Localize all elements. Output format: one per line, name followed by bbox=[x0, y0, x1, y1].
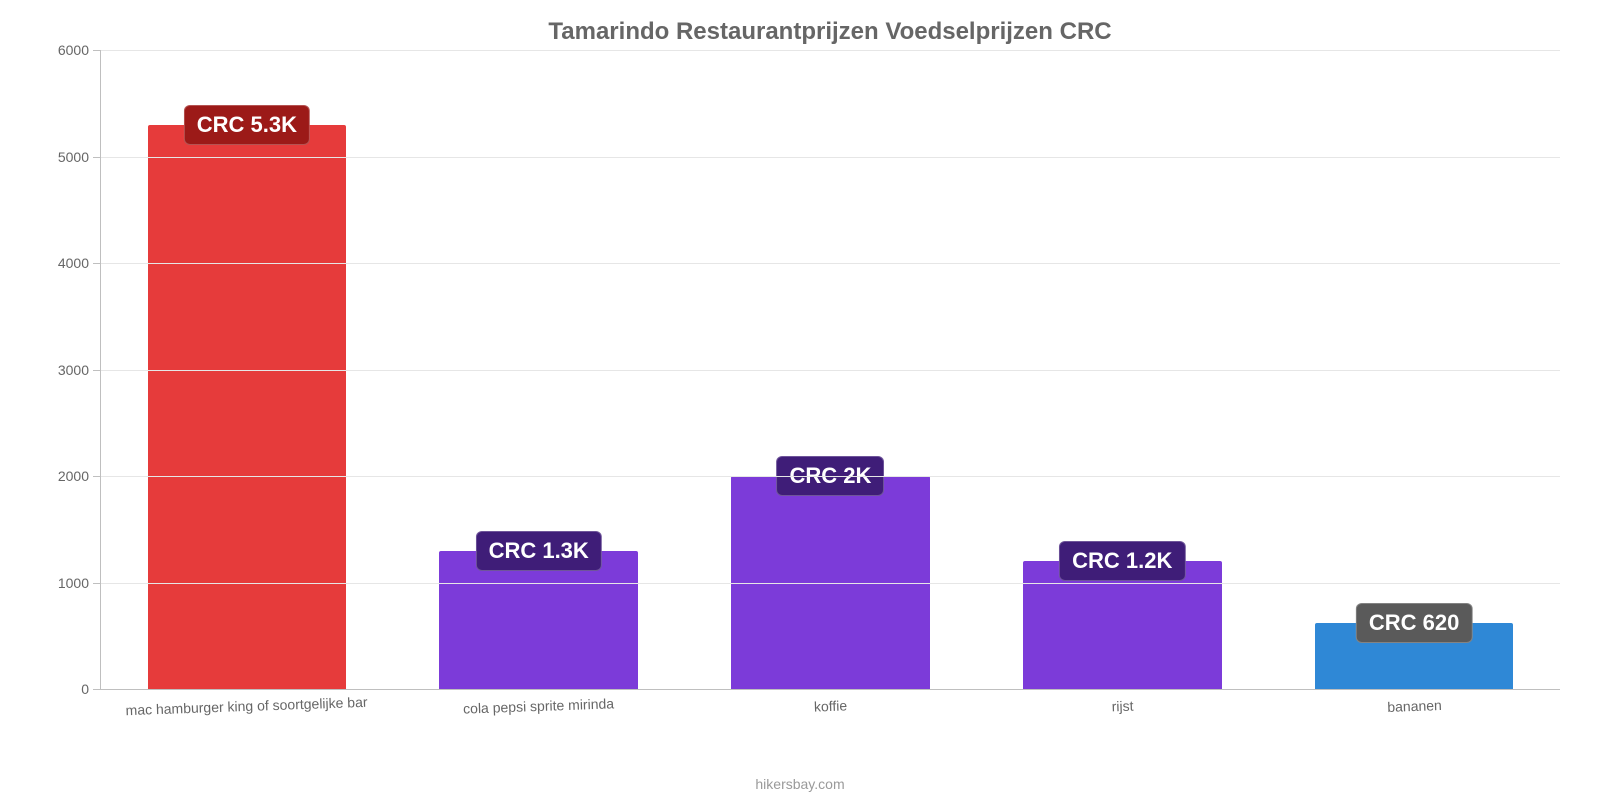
bar-mac bbox=[148, 125, 346, 689]
bar-cola bbox=[439, 551, 637, 689]
y-tick-label: 0 bbox=[81, 681, 101, 697]
attribution-text: hikersbay.com bbox=[0, 776, 1600, 792]
chart-title: Tamarindo Restaurantprijzen Voedselprijz… bbox=[100, 18, 1560, 46]
y-tick-label: 6000 bbox=[58, 42, 101, 58]
y-tick-label: 3000 bbox=[58, 362, 101, 378]
y-tick-label: 1000 bbox=[58, 575, 101, 591]
value-badge-bananen: CRC 620 bbox=[1356, 603, 1472, 643]
y-tick-label: 4000 bbox=[58, 255, 101, 271]
y-tick-label: 5000 bbox=[58, 149, 101, 165]
x-label-cola: cola pepsi sprite mirinda bbox=[392, 685, 685, 735]
value-badge-rijst: CRC 1.2K bbox=[1059, 541, 1185, 581]
gridline bbox=[101, 157, 1560, 158]
gridline bbox=[101, 370, 1560, 371]
x-label-koffie: koffie bbox=[684, 685, 977, 735]
x-label-bananen: bananen bbox=[1268, 685, 1561, 735]
plot-area: CRC 5.3KCRC 1.3KCRC 2KCRC 1.2KCRC 620 01… bbox=[100, 50, 1560, 690]
value-badge-mac: CRC 5.3K bbox=[184, 105, 310, 145]
y-tick-label: 2000 bbox=[58, 468, 101, 484]
gridline bbox=[101, 263, 1560, 264]
gridline bbox=[101, 583, 1560, 584]
x-label-rijst: rijst bbox=[976, 685, 1269, 735]
value-badge-cola: CRC 1.3K bbox=[476, 531, 602, 571]
gridline bbox=[101, 50, 1560, 51]
chart-container: Tamarindo Restaurantprijzen Voedselprijz… bbox=[0, 0, 1600, 800]
x-axis-labels: mac hamburger king of soortgelijke barco… bbox=[100, 690, 1560, 730]
gridline bbox=[101, 476, 1560, 477]
x-label-mac: mac hamburger king of soortgelijke bar bbox=[100, 685, 393, 735]
